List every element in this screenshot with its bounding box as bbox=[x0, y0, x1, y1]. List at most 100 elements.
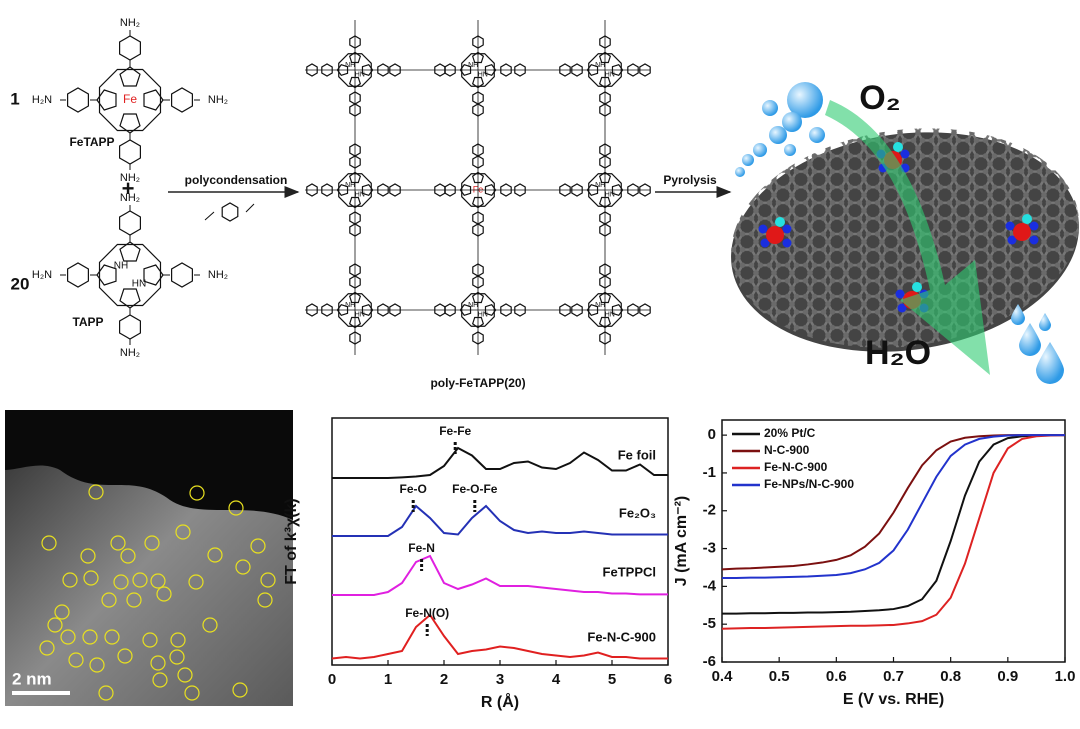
nitrogen-atom bbox=[760, 238, 770, 248]
peak-label: Fe-N(O) bbox=[405, 606, 449, 620]
atom-marker bbox=[257, 592, 273, 608]
phenyl-ring bbox=[119, 314, 141, 340]
nitrogen-atom bbox=[758, 224, 768, 234]
y-tick-label: -3 bbox=[703, 540, 716, 557]
atom-marker bbox=[175, 524, 191, 540]
nh-label: NH bbox=[114, 261, 128, 272]
atom-marker bbox=[80, 548, 96, 564]
phenyl-ring bbox=[472, 143, 484, 157]
phenyl-ring bbox=[571, 63, 583, 77]
phenyl-ring bbox=[639, 63, 651, 77]
oxygen-bubble bbox=[753, 143, 767, 157]
legend-label: 20% Pt/C bbox=[764, 426, 816, 440]
atom-marker bbox=[54, 604, 70, 620]
phenyl-ring bbox=[221, 202, 239, 222]
x-tick-label: 0.4 bbox=[712, 668, 734, 685]
x-tick-label: 5 bbox=[608, 671, 616, 688]
scheme: FeNH₂NH₂NH₂H₂N1FeTAPP+NHHNNH₂NH₂NH₂H₂N20… bbox=[10, 17, 1080, 390]
atom-marker bbox=[177, 667, 193, 683]
atom-marker bbox=[202, 617, 218, 633]
water-drop bbox=[1011, 304, 1025, 325]
data-line bbox=[721, 434, 1066, 630]
nh-label: NH bbox=[345, 302, 355, 309]
phenyl-ring bbox=[627, 303, 639, 317]
phenyl-ring bbox=[627, 63, 639, 77]
x-tick-label: 2 bbox=[440, 671, 448, 688]
atom-marker bbox=[113, 574, 129, 590]
phenyl-ring bbox=[599, 263, 611, 277]
vacuum-region bbox=[5, 410, 293, 520]
series-label: FeTPPCl bbox=[603, 564, 656, 579]
water-drop bbox=[1036, 342, 1064, 384]
amine-label: NH₂ bbox=[120, 192, 140, 204]
x-tick-label: 0.6 bbox=[826, 668, 847, 685]
atom-marker bbox=[142, 632, 158, 648]
phenyl-ring bbox=[389, 183, 401, 197]
y-tick-label: -6 bbox=[703, 653, 716, 670]
x-tick-label: 0.9 bbox=[997, 668, 1018, 685]
compound-name: TAPP bbox=[72, 315, 103, 329]
phenyl-ring bbox=[571, 183, 583, 197]
atom-marker bbox=[88, 484, 104, 500]
polymer-name: poly-FeTAPP(20) bbox=[430, 376, 525, 390]
x-tick-label: 0.7 bbox=[883, 668, 904, 685]
atom-marker bbox=[117, 648, 133, 664]
nitrogen-atom bbox=[782, 238, 792, 248]
nh-label: NH bbox=[345, 182, 355, 189]
x-tick-label: 0 bbox=[328, 671, 336, 688]
phenyl-ring bbox=[67, 87, 89, 113]
atom-marker bbox=[188, 574, 204, 590]
peak-label: Fe-N bbox=[408, 541, 435, 555]
phenyl-ring bbox=[514, 183, 526, 197]
phenyl-ring bbox=[434, 183, 446, 197]
phenyl-ring bbox=[559, 303, 571, 317]
peak-label: Fe-O-Fe bbox=[452, 482, 498, 496]
legend-label: Fe-NPs/N-C-900 bbox=[764, 477, 854, 491]
phenyl-ring bbox=[500, 63, 512, 77]
atom-marker bbox=[39, 640, 55, 656]
x-tick-label: 1.0 bbox=[1055, 668, 1076, 685]
metal-label: Fe bbox=[123, 92, 137, 106]
x-tick-label: 0.8 bbox=[940, 668, 961, 685]
y-tick-label: -5 bbox=[703, 615, 716, 632]
reactant-label: O₂ bbox=[859, 79, 901, 117]
lsv-chart: 0.4 0.5 0.6 0.7 0.8 0.9 1.0 E (V vs. RHE) J (mA … bbox=[673, 419, 1076, 708]
x-tick-label: 4 bbox=[552, 671, 561, 688]
pyrrole bbox=[119, 241, 141, 262]
phenyl-ring bbox=[349, 103, 361, 117]
oxygen-bubble bbox=[809, 127, 825, 143]
phenyl-ring bbox=[434, 303, 446, 317]
nitrogen-atom bbox=[895, 289, 905, 299]
phenyl-ring bbox=[377, 303, 389, 317]
atom-marker bbox=[207, 547, 223, 563]
atom-marker bbox=[83, 570, 99, 586]
phenyl-ring bbox=[434, 63, 446, 77]
nh-label: NH bbox=[595, 62, 605, 69]
pyrrole bbox=[96, 264, 117, 286]
phenyl-ring bbox=[472, 263, 484, 277]
amine-label: NH₂ bbox=[120, 172, 140, 184]
phenyl-ring bbox=[377, 183, 389, 197]
atom-marker bbox=[189, 485, 205, 501]
x-axis-title: R (Å) bbox=[481, 692, 519, 711]
atom-marker bbox=[144, 535, 160, 551]
oxygen-bubble bbox=[784, 144, 796, 156]
series-label: Fe₂O₃ bbox=[619, 505, 656, 520]
water-drop bbox=[1019, 323, 1041, 356]
atom-marker bbox=[232, 682, 248, 698]
macrocycle bbox=[98, 243, 162, 307]
pyrrole bbox=[143, 264, 164, 286]
atom-marker bbox=[150, 655, 166, 671]
phenyl-ring bbox=[377, 63, 389, 77]
oxygen-bubble bbox=[735, 167, 745, 177]
phenyl-ring bbox=[306, 63, 318, 77]
x-tick-label: 0.5 bbox=[769, 668, 790, 685]
atom-marker bbox=[62, 572, 78, 588]
iron-atom bbox=[1013, 223, 1031, 241]
water-drop bbox=[1039, 313, 1051, 331]
amine-label: NH₂ bbox=[120, 347, 140, 359]
atom-marker bbox=[169, 649, 185, 665]
nh-label: NH bbox=[345, 62, 355, 69]
phenyl-ring bbox=[349, 143, 361, 157]
